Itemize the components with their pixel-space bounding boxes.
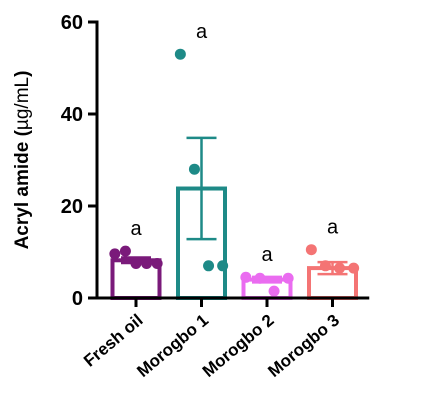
significance-labels: a a a a — [130, 21, 339, 266]
significance-label: a — [130, 218, 142, 240]
x-tick-label: Fresh oil — [80, 311, 146, 371]
data-point — [282, 272, 294, 284]
data-point — [334, 262, 346, 274]
data-point — [254, 272, 266, 284]
data-point — [203, 260, 215, 272]
data-point — [130, 258, 142, 269]
y-tick-label: 0 — [72, 288, 83, 310]
x-tick-label: Morogbo 3 — [264, 311, 343, 381]
data-point — [141, 258, 153, 269]
y-axis-title-unit: µg/mL — [12, 77, 33, 130]
data-point — [119, 245, 131, 257]
data-point — [305, 244, 317, 256]
y-tick-label: 20 — [61, 196, 83, 218]
data-point — [348, 262, 360, 274]
data-points — [109, 48, 360, 297]
data-point — [188, 163, 200, 175]
data-point — [151, 258, 163, 269]
data-point — [217, 260, 229, 272]
y-axis: 0 20 40 60 — [61, 12, 99, 310]
y-tick-label: 40 — [61, 104, 83, 126]
y-tick-label: 60 — [61, 12, 83, 34]
significance-label: a — [196, 21, 208, 43]
data-point — [268, 285, 280, 297]
bars — [110, 186, 358, 301]
y-axis-title: Acryl amide (µg/mL) — [12, 71, 33, 250]
x-tick-label: Morogbo 1 — [133, 311, 212, 381]
data-point — [319, 260, 331, 272]
x-tick-label: Morogbo 2 — [199, 311, 278, 381]
data-point — [174, 48, 186, 60]
significance-label: a — [327, 217, 339, 239]
data-point — [240, 271, 252, 283]
y-axis-title-suffix: ) — [12, 71, 33, 77]
significance-label: a — [261, 244, 273, 266]
data-point — [109, 248, 121, 260]
y-axis-title-prefix: Acryl amide ( — [12, 129, 33, 249]
